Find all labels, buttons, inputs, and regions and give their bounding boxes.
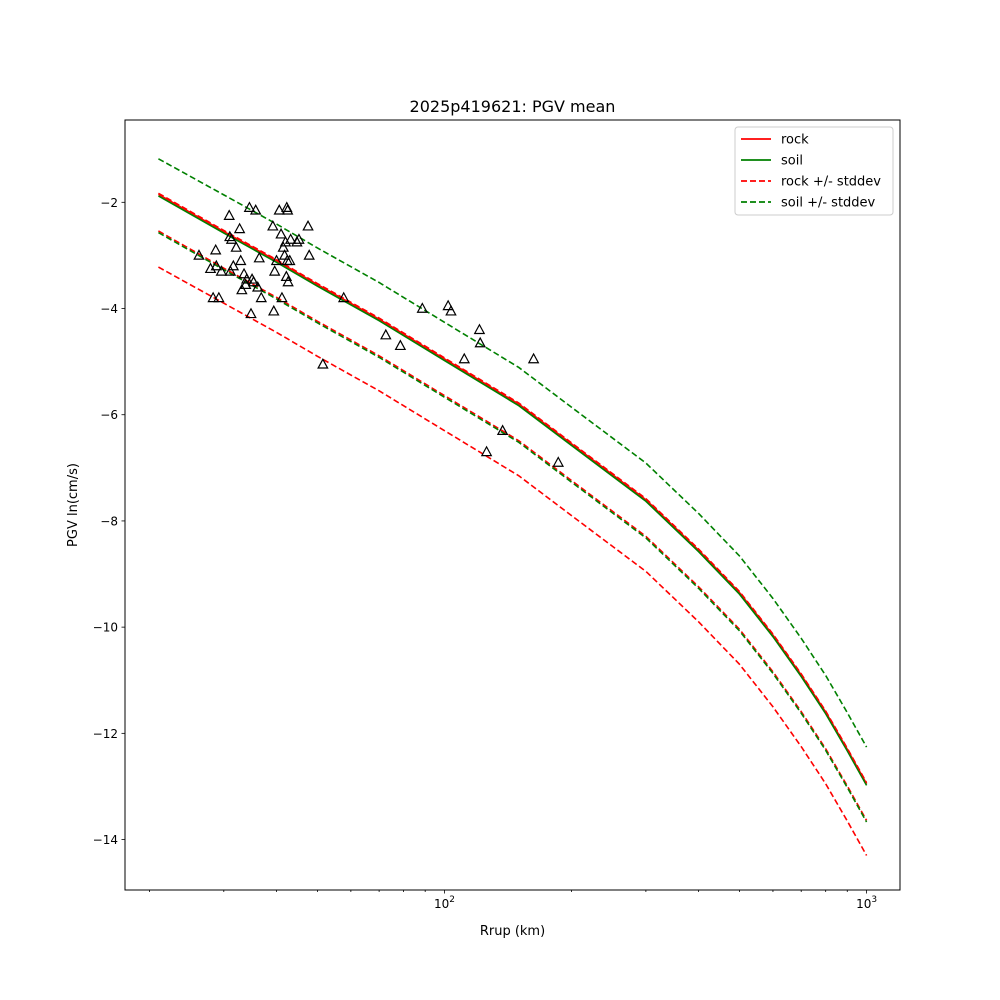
observation-marker (273, 204, 286, 215)
observation-marker (552, 456, 565, 467)
observation-marker (210, 259, 223, 271)
legend-label: soil +/- stddev (781, 196, 876, 211)
observation-marker (223, 209, 235, 220)
chart-title: 2025p419621: PGV mean (410, 97, 616, 116)
observation-marker (239, 278, 252, 289)
observation-marker (442, 299, 454, 311)
y-tick-label: −4 (100, 302, 118, 316)
series-line-6 (158, 231, 868, 823)
observation-marker (317, 358, 329, 369)
observation-marker (225, 233, 238, 244)
x-axis: 102 103 (149, 890, 877, 911)
x-tick-exponent: 3 (871, 895, 877, 905)
observation-marker (193, 249, 205, 260)
observation-marker (227, 259, 240, 271)
observation-marker (215, 265, 228, 276)
observation-marker (394, 339, 407, 351)
legend-box (734, 126, 894, 216)
observation-marker (270, 254, 283, 266)
observation-marker (249, 204, 262, 215)
series-line-0 (158, 193, 868, 785)
legend-label: rock +/- stddev (781, 175, 881, 190)
observation-marker (445, 304, 457, 316)
legend-label: rock (781, 133, 809, 148)
x-tick-exponent: 2 (449, 895, 455, 905)
observation-marker (234, 254, 247, 266)
observation-markers (193, 201, 565, 467)
observation-marker (380, 328, 392, 340)
series-line-3 (158, 230, 868, 821)
observation-marker (282, 275, 294, 287)
x-tick-label: 103 (856, 895, 877, 911)
observation-marker (233, 222, 246, 234)
observation-marker (474, 336, 486, 348)
observation-marker (458, 352, 471, 364)
series-lines (158, 158, 868, 856)
observation-marker (213, 291, 225, 303)
observation-marker (251, 281, 264, 292)
observation-marker (473, 323, 486, 335)
observation-marker (416, 302, 429, 313)
observation-marker (527, 352, 540, 364)
observation-marker (293, 233, 305, 244)
y-tick-label: −8 (100, 514, 118, 528)
plot-area (124, 119, 901, 891)
observation-marker (207, 291, 219, 303)
observation-marker (255, 291, 268, 303)
observation-marker (238, 267, 250, 279)
observation-marker (281, 204, 294, 215)
observation-marker (247, 275, 260, 287)
observation-marker (275, 227, 287, 239)
observation-marker (276, 291, 288, 303)
series-line-2 (158, 266, 868, 856)
observation-marker (224, 265, 237, 276)
y-tick-label: −6 (100, 408, 118, 422)
observation-marker (303, 249, 315, 260)
observation-marker (245, 307, 257, 319)
legend-label: soil (781, 154, 803, 169)
observation-marker (302, 219, 314, 231)
observation-marker (268, 265, 281, 276)
observation-marker (243, 201, 256, 212)
y-axis: −14 −12 −10 −8 −6 −4 −2 (93, 196, 125, 847)
observation-marker (284, 254, 296, 266)
observation-marker (278, 249, 291, 260)
series-line-4 (158, 192, 868, 784)
observation-marker (284, 233, 297, 244)
legend: rock soil rock +/- stddev soil +/- stddev (734, 126, 894, 216)
observation-marker (209, 243, 222, 255)
observation-marker (337, 291, 350, 303)
series-line-5 (158, 158, 868, 748)
observation-marker (279, 235, 292, 247)
observation-marker (496, 424, 509, 436)
series-line-1 (158, 195, 868, 786)
x-axis-label: Rrup (km) (480, 924, 545, 939)
observation-marker (268, 304, 280, 316)
observation-marker (236, 283, 248, 295)
y-axis-label: PGV ln(cm/s) (66, 463, 81, 547)
observation-marker (480, 445, 493, 457)
y-tick-label: −10 (93, 621, 118, 635)
observation-marker (267, 219, 279, 231)
observation-marker (253, 251, 266, 263)
observation-marker (277, 241, 290, 252)
axes-frame (124, 119, 901, 891)
y-tick-label: −12 (93, 727, 118, 741)
observation-marker (230, 241, 242, 252)
y-tick-label: −14 (93, 833, 118, 847)
x-tick-label: 102 (434, 895, 455, 911)
y-tick-label: −2 (100, 196, 118, 210)
